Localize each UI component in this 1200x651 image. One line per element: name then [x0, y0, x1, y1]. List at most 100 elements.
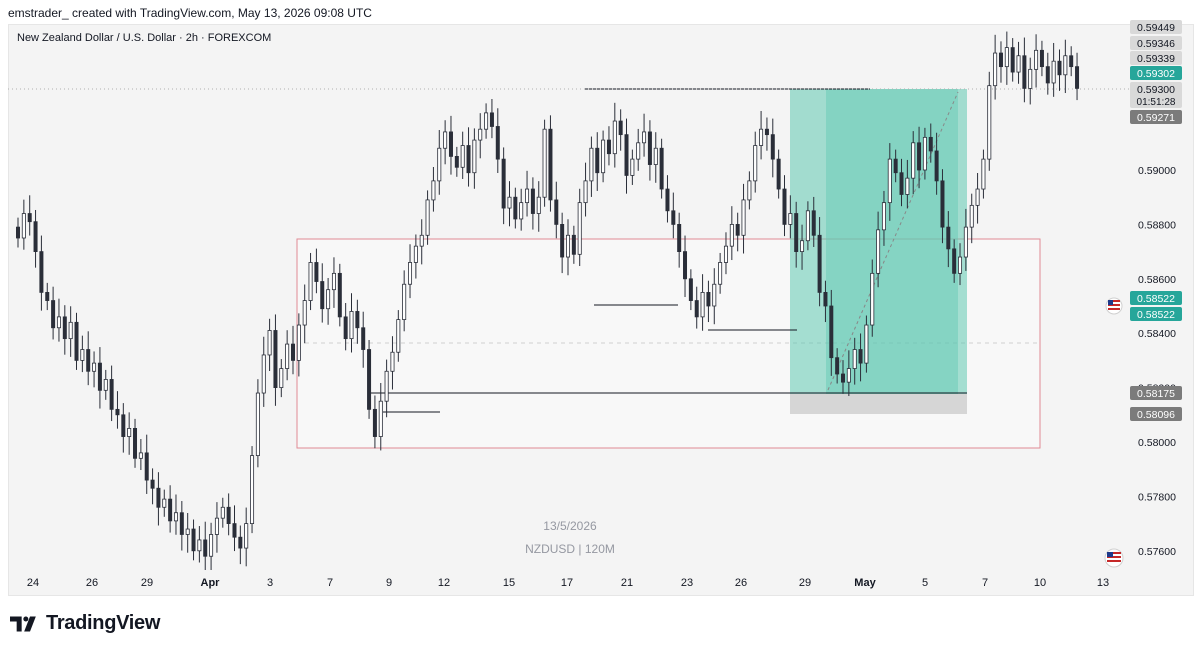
x-tick-label: 24	[27, 577, 39, 589]
candle	[800, 224, 805, 270]
candle	[729, 206, 734, 261]
candle-body	[448, 131, 453, 157]
candle-body	[776, 158, 781, 190]
x-tick-label: 15	[503, 577, 515, 589]
x-tick-label: 13	[1097, 577, 1109, 589]
candle	[454, 146, 459, 177]
candle-body	[554, 199, 559, 225]
candle	[279, 359, 284, 398]
candle-body	[197, 539, 202, 552]
candle	[337, 263, 342, 327]
y-tick-label: 0.57600	[1138, 546, 1176, 558]
candle-body	[1034, 49, 1039, 70]
candle-body	[981, 158, 986, 190]
candle	[267, 318, 272, 372]
candle-body	[735, 223, 740, 236]
candle-body	[841, 373, 846, 383]
candle-body	[899, 172, 904, 195]
candle	[355, 299, 360, 344]
candle-body	[800, 240, 805, 253]
x-tick-label: 26	[86, 577, 98, 589]
candle-body	[378, 400, 383, 437]
currency-flag-icon[interactable]	[1105, 297, 1123, 315]
candle-body	[829, 305, 834, 359]
candle	[1063, 39, 1068, 94]
candle	[993, 34, 998, 100]
candle-body	[1004, 47, 1009, 68]
candle-body	[150, 479, 155, 489]
candle-body	[993, 52, 998, 87]
candle	[478, 113, 483, 159]
candle	[92, 351, 97, 388]
candle	[1034, 34, 1039, 88]
candle	[448, 115, 453, 175]
candle-body	[642, 131, 647, 144]
candle	[706, 280, 711, 323]
symbol-description[interactable]: New Zealand Dollar / U.S. Dollar · 2h · …	[17, 32, 272, 44]
tradingview-logo[interactable]: TradingView	[10, 612, 160, 635]
candle	[887, 143, 892, 221]
candle	[718, 252, 723, 294]
candle	[250, 446, 255, 534]
price-tag-label: 0.59449	[1137, 22, 1175, 34]
price-labels: 0.59449 0.59346 0.59339 0.59302 0.5930001:51…	[1130, 20, 1182, 421]
candle	[934, 132, 939, 195]
candle	[794, 201, 799, 268]
candle-body	[659, 147, 664, 190]
candle-body	[238, 536, 243, 549]
x-tick-label: 7	[327, 577, 333, 589]
candle-body	[255, 392, 260, 457]
price-tag-label: 0.59300	[1137, 84, 1175, 96]
candle	[15, 217, 20, 248]
candle-body	[583, 180, 588, 204]
candle-body	[168, 498, 173, 522]
chart-pane[interactable]	[8, 24, 1194, 596]
candle	[173, 494, 178, 535]
candle	[97, 347, 102, 409]
candle-body	[712, 283, 717, 307]
price-tag-bg	[1130, 307, 1182, 321]
candle	[788, 195, 793, 239]
candle-body	[302, 300, 307, 326]
candle	[677, 212, 682, 268]
candle-body	[250, 455, 255, 525]
candle	[846, 350, 851, 397]
currency-flag-icon-bottom[interactable]	[1104, 548, 1124, 568]
candle	[536, 181, 541, 232]
x-tick-label: 7	[982, 577, 988, 589]
candle	[852, 337, 857, 385]
candle-body	[513, 196, 518, 220]
candle-body	[390, 351, 395, 372]
candle-body	[173, 512, 178, 522]
candle	[747, 171, 752, 210]
candle	[185, 512, 190, 553]
candle-body	[683, 251, 688, 280]
x-tick-label: 29	[799, 577, 811, 589]
chart-caption: emstrader_ created with TradingView.com,…	[8, 6, 372, 20]
candle-body	[431, 180, 436, 201]
price-axis[interactable]: 0.576000.578000.580000.582000.584000.586…	[1138, 165, 1176, 558]
candle	[688, 269, 693, 311]
candle	[864, 315, 869, 373]
candle	[647, 120, 652, 181]
candle	[144, 434, 149, 494]
candle	[841, 360, 846, 394]
stop-zone[interactable]	[790, 394, 967, 414]
candle-body	[630, 158, 635, 176]
candle-body	[530, 188, 535, 214]
candle	[835, 348, 840, 384]
time-axis[interactable]: 24 26 29 Apr 3 7 9 12 15 17 21 23 26 29 May 5 7 10 13	[27, 577, 1109, 589]
candle-body	[665, 188, 670, 212]
candle	[1022, 37, 1027, 103]
candle-body	[817, 234, 822, 293]
candle-body	[606, 139, 611, 155]
price-tag-label: 0.58522	[1137, 309, 1175, 321]
candle-body	[209, 534, 214, 557]
candle	[571, 225, 576, 264]
candle	[928, 123, 933, 163]
candle	[560, 212, 565, 274]
candle	[51, 286, 56, 340]
candle	[764, 117, 769, 151]
candle-body	[1039, 49, 1044, 68]
